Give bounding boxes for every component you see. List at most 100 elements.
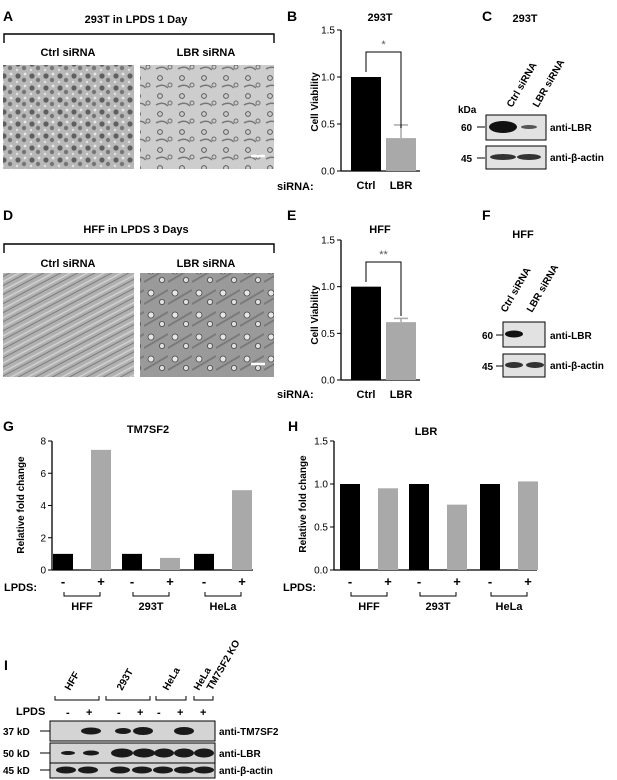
lpds-sign: -: [417, 574, 421, 589]
group-label-hela: HeLa: [496, 601, 524, 613]
group-bracket: [419, 592, 457, 597]
micrograph-293t-lbr: [140, 65, 274, 169]
lpds-sign: +: [238, 574, 246, 589]
y-tick-label: 2: [40, 533, 46, 544]
panel-f-mw-45: 45: [482, 362, 494, 373]
micrograph-293t-ctrl: [3, 65, 134, 169]
lpds-sign: +: [524, 574, 532, 589]
panel-e-ylabel: Cell Viability: [310, 285, 321, 345]
blot-i-tm7sf2: [49, 720, 216, 742]
panel-c-band-lbr: anti-LBR: [550, 123, 592, 134]
group-label-hff: HFF: [358, 601, 380, 613]
bar-hff-plus: [91, 449, 111, 570]
panel-i-lane-hff: HFF: [63, 670, 82, 692]
lpds-sign: -: [130, 574, 134, 589]
panel-i-lpds-label: LPDS: [16, 706, 45, 718]
panel-g-ylabel: Relative fold change: [16, 456, 27, 554]
panel-f-title: HFF: [512, 229, 534, 241]
group-bracket: [63, 592, 101, 597]
blot-f-actin: [502, 353, 546, 378]
panel-f-band-lbr: anti-LBR: [550, 331, 592, 342]
x-tick-label: LBR: [390, 180, 413, 192]
panel-label-c: C: [482, 8, 492, 24]
y-tick-label: 1.0: [321, 73, 335, 84]
panel-i-blot-tm7sf2: anti-TM7SF2: [219, 727, 279, 738]
group-bracket: [132, 592, 170, 597]
significance-mark: *: [381, 39, 386, 51]
panel-a-bracket: [3, 33, 275, 43]
bar-hff-minus: [340, 484, 360, 570]
lpds-sign: -: [61, 574, 65, 589]
panel-h-ylabel: Relative fold change: [298, 455, 309, 553]
group-label-293t: 293T: [138, 601, 163, 613]
bar-ctrl: [351, 286, 381, 380]
y-tick-label: 0.0: [314, 566, 328, 577]
y-tick-label: 0.5: [321, 120, 335, 131]
group-bracket: [490, 592, 528, 597]
panel-c-mw-45: 45: [461, 154, 473, 165]
panel-g-lpds-label: LPDS:: [4, 582, 37, 594]
panel-i-sign-6: +: [177, 707, 183, 719]
panel-a-title: 293T in LPDS 1 Day: [85, 14, 189, 26]
panel-b-siRNA-label: siRNA:: [277, 181, 314, 193]
y-tick-label: 1.5: [321, 26, 335, 37]
bar-hela-minus: [194, 553, 214, 570]
lpds-sign: -: [488, 574, 492, 589]
panel-label-d: D: [3, 207, 13, 223]
panel-i-sign-7: +: [200, 707, 206, 719]
panel-e-siRNA-label: siRNA:: [277, 389, 314, 401]
blot-c-actin: [485, 145, 547, 170]
panel-d-title: HFF in LPDS 3 Days: [83, 224, 188, 236]
panel-c-kda: kDa: [458, 105, 477, 116]
micrograph-hff-lbr: [140, 273, 274, 377]
panel-i-sign-1: -: [66, 707, 70, 719]
panel-e-title: HFF: [369, 224, 391, 236]
group-bracket: [350, 592, 388, 597]
y-tick-label: 6: [40, 469, 46, 480]
group-label-293t: 293T: [425, 601, 450, 613]
panel-label-a: A: [3, 8, 13, 24]
lpds-sign: +: [384, 574, 392, 589]
panel-i-blot-lbr: anti-LBR: [219, 749, 261, 760]
panel-h-lpds-label: LPDS:: [283, 582, 316, 594]
x-tick-label: Ctrl: [357, 180, 376, 192]
bar-hff-minus: [53, 553, 73, 570]
panel-i-sign-4: +: [137, 707, 143, 719]
x-tick-label: Ctrl: [357, 389, 376, 401]
panel-b-title: 293T: [367, 12, 392, 24]
panel-g-title: TM7SF2: [127, 424, 169, 436]
panel-i-lane-hela: HeLa: [161, 665, 183, 692]
panel-i-sign-2: +: [86, 707, 92, 719]
y-tick-label: 1.0: [321, 282, 335, 293]
bar-293t-minus: [122, 553, 142, 570]
lpds-sign: -: [202, 574, 206, 589]
chart-e: 0.0 0.5 1.0 1.5 Ctrl LBR **: [321, 236, 420, 401]
significance-mark: **: [379, 249, 388, 261]
y-tick-label: 0.0: [321, 376, 335, 387]
panel-h-title: LBR: [415, 426, 438, 438]
group-bracket: [204, 592, 242, 597]
bar-293t-minus: [409, 484, 429, 570]
panel-d-bracket: [3, 243, 275, 253]
y-tick-label: 4: [40, 501, 46, 512]
panel-c-band-actin: anti-β-actin: [550, 153, 604, 164]
micrograph-hff-ctrl: [3, 273, 134, 377]
y-tick-label: 0.5: [321, 329, 335, 340]
y-tick-label: 1.0: [314, 480, 328, 491]
significance-bracket: [365, 51, 402, 128]
bar-293t-plus: [160, 557, 180, 570]
group-label-hff: HFF: [71, 601, 93, 613]
lpds-sign: +: [166, 574, 174, 589]
panel-label-e: E: [287, 207, 296, 223]
panel-i-sign-5: -: [157, 707, 161, 719]
y-tick-label: 1.5: [314, 437, 328, 448]
panel-b-ylabel: Cell Viability: [310, 72, 321, 132]
panel-d-ctrl-label: Ctrl siRNA: [40, 258, 95, 270]
bar-lbr: [386, 138, 416, 171]
bar-293t-plus: [447, 504, 467, 570]
panel-i-ko-label: TM7SF2 KO: [205, 638, 243, 692]
panel-c-mw-60: 60: [461, 123, 473, 134]
panel-a-ctrl-label: Ctrl siRNA: [40, 47, 95, 59]
panel-i-brackets: [54, 696, 214, 701]
